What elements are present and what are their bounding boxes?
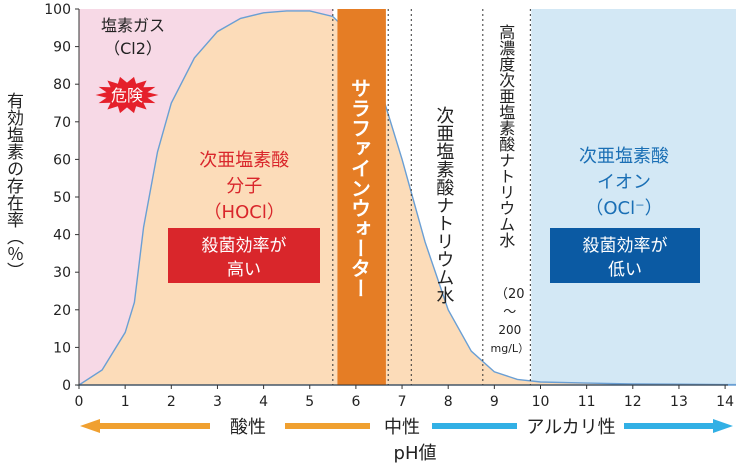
- high-conc-sub-2: 〜: [503, 305, 516, 320]
- neutral-label: 中性: [384, 417, 420, 438]
- hocl-efficiency-text: 殺菌効率が: [202, 236, 287, 256]
- x-tick-label: 9: [490, 394, 499, 410]
- hocl-title-line: 次亜塩素酸: [199, 150, 289, 171]
- y-tick-label: 20: [53, 303, 71, 319]
- danger-badge-text: 危険: [111, 86, 143, 105]
- alkaline-bar-right: [624, 423, 716, 429]
- x-tick-label: 4: [259, 394, 268, 410]
- alkaline-bar-left: [432, 423, 517, 429]
- y-tick-label: 60: [53, 152, 71, 168]
- x-tick-label: 14: [716, 394, 734, 410]
- hocl-efficiency-text: 高い: [227, 260, 261, 280]
- y-tick-label: 50: [53, 190, 71, 206]
- y-axis-label: 有効塩素の存在率（％）: [3, 92, 24, 279]
- x-tick-label: 2: [167, 394, 176, 410]
- acid-bar-left: [98, 423, 210, 429]
- y-tick-label: 30: [53, 265, 71, 281]
- acid-label: 酸性: [230, 417, 266, 438]
- x-tick-label: 1: [121, 394, 130, 410]
- x-tick-label: 7: [398, 394, 407, 410]
- ocl-title-line: （OCl⁻）: [585, 198, 662, 219]
- hocl-title-line: （HOCl）: [204, 202, 285, 223]
- sarafine-label: サラファインウォーター: [347, 78, 371, 298]
- alkaline-label: アルカリ性: [526, 417, 615, 438]
- y-tick-label: 70: [53, 115, 71, 131]
- ocl-efficiency-box: [550, 228, 700, 283]
- x-axis-label: pH値: [394, 443, 437, 464]
- ocl-efficiency-text: 低い: [608, 260, 642, 280]
- y-tick-label: 10: [53, 340, 71, 356]
- x-tick-label: 3: [213, 394, 222, 410]
- ocl-efficiency-text: 殺菌効率が: [583, 236, 668, 256]
- high-conc-sub-1: （20: [495, 287, 525, 302]
- x-tick-label: 10: [532, 394, 550, 410]
- gas-formula: （Cl2）: [104, 39, 162, 58]
- x-tick-label: 0: [75, 394, 84, 410]
- x-tick-label: 11: [578, 394, 596, 410]
- high-conc-sub-3: 200: [498, 323, 521, 337]
- y-tick-label: 90: [53, 40, 71, 56]
- acid-bar-right: [285, 423, 370, 429]
- x-tick-label: 12: [624, 394, 642, 410]
- ocl-title-line: イオン: [597, 172, 651, 193]
- y-tick-label: 40: [53, 228, 71, 244]
- x-tick-label: 5: [305, 394, 314, 410]
- alkaline-arrow-head: [713, 419, 733, 433]
- ph-scale-arrow: 酸性 中性 アルカリ性: [80, 417, 733, 438]
- y-tick-label: 0: [62, 378, 71, 394]
- region-sarafine-band: [337, 9, 386, 385]
- high-conc-label: 高濃度次亜塩素酸ナトリウム水: [496, 24, 515, 248]
- y-tick-label: 100: [44, 2, 71, 18]
- ocl-title-line: 次亜塩素酸: [579, 146, 669, 167]
- x-tick-label: 8: [444, 394, 453, 410]
- danger-badge-burst: [95, 76, 159, 114]
- region-ion-bg: [531, 9, 736, 385]
- acid-arrow-head: [80, 419, 100, 433]
- y-tick-label: 80: [53, 77, 71, 93]
- sodium-water-label: 次亜塩素酸ナトリウム水: [433, 106, 454, 304]
- high-conc-sub-4: mg/L）: [491, 342, 530, 355]
- hocl-efficiency-box: [168, 228, 320, 283]
- x-tick-label: 6: [351, 394, 360, 410]
- gas-label: 塩素ガス: [101, 16, 165, 35]
- hocl-title-line: 分子: [226, 176, 262, 197]
- region-dividers: [332, 9, 531, 385]
- x-tick-label: 13: [670, 394, 688, 410]
